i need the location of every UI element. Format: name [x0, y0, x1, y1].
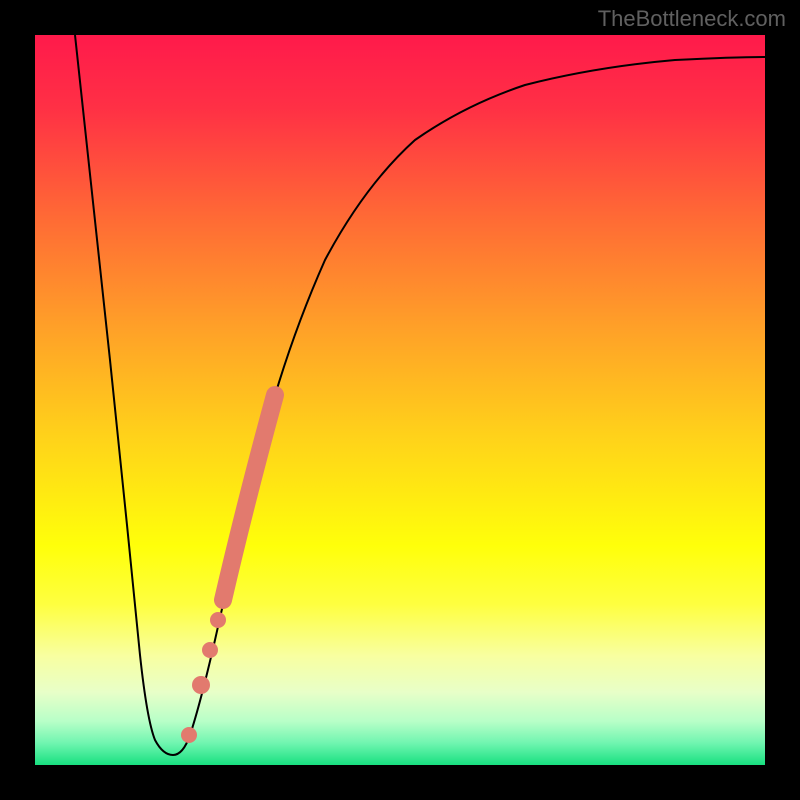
- chart-frame: [0, 0, 800, 800]
- marker-dot: [181, 727, 197, 743]
- gradient-background: [35, 35, 765, 765]
- watermark-text: TheBottleneck.com: [598, 6, 786, 32]
- chart-svg: [35, 35, 765, 765]
- chart-container: TheBottleneck.com: [0, 0, 800, 800]
- marker-dot: [210, 612, 226, 628]
- marker-dot: [192, 676, 210, 694]
- plot-area: [35, 35, 765, 765]
- marker-dot: [202, 642, 218, 658]
